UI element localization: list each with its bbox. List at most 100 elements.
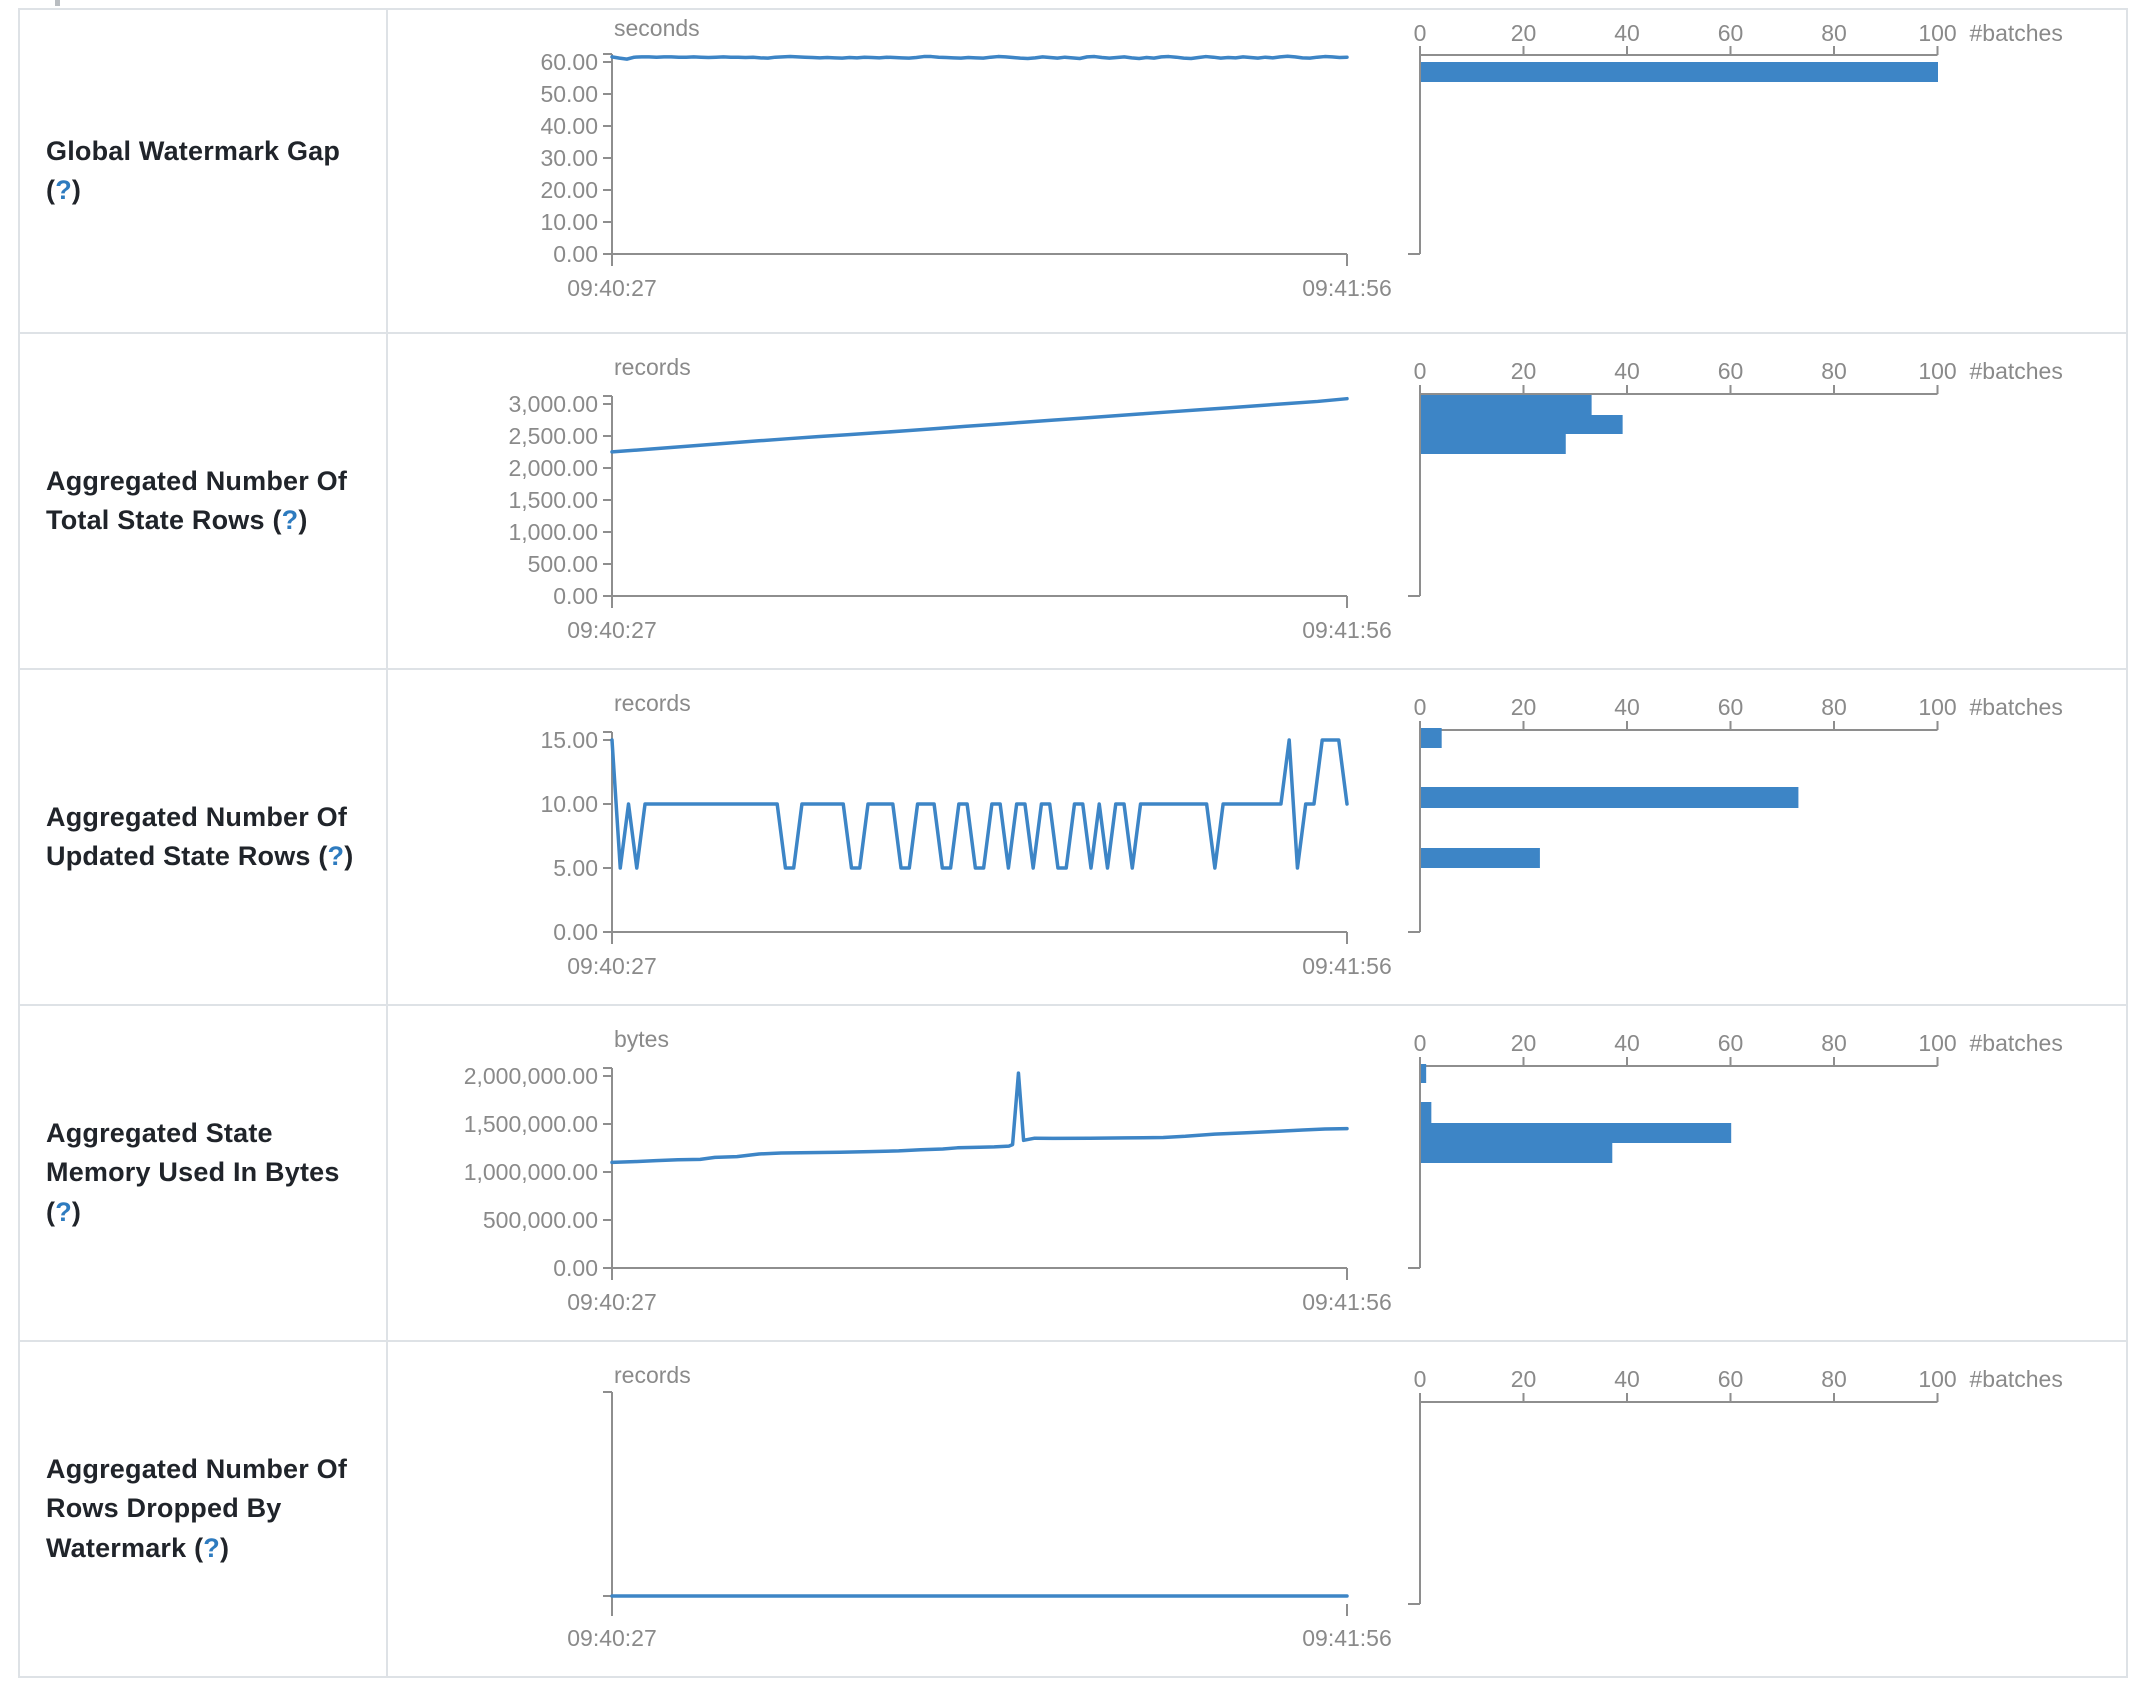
metric-label: Aggregated State Memory Used In Bytes (?… <box>46 1114 364 1231</box>
svg-text:80: 80 <box>1821 694 1847 720</box>
chart-cell: seconds 60.00 50.00 40.00 30.00 20.00 10.00 0.0… <box>388 10 2126 332</box>
svg-text:0: 0 <box>1414 694 1427 720</box>
histogram-bar <box>1421 415 1623 434</box>
svg-text:500,000.00: 500,000.00 <box>483 1207 598 1233</box>
svg-text:80: 80 <box>1821 1366 1847 1392</box>
svg-text:80: 80 <box>1821 20 1847 46</box>
svg-text:#batches: #batches <box>1970 20 2063 46</box>
svg-text:09:40:27: 09:40:27 <box>567 617 657 643</box>
svg-text:50.00: 50.00 <box>540 81 598 107</box>
svg-text:09:41:56: 09:41:56 <box>1302 953 1392 979</box>
svg-text:30.00: 30.00 <box>540 145 598 171</box>
help-parens: (?) <box>46 175 82 205</box>
svg-text:60: 60 <box>1718 20 1744 46</box>
svg-text:100: 100 <box>1918 1030 1956 1056</box>
svg-text:40: 40 <box>1614 358 1640 384</box>
help-link[interactable]: ? <box>327 841 345 871</box>
svg-text:2,000.00: 2,000.00 <box>508 455 598 481</box>
timeline-series-line <box>610 738 1349 870</box>
svg-text:15.00: 15.00 <box>540 727 598 753</box>
svg-text:bytes: bytes <box>614 1026 669 1052</box>
svg-text:100: 100 <box>1918 20 1956 46</box>
help-parens: (?) <box>194 1532 230 1563</box>
help-link[interactable]: ? <box>281 505 299 535</box>
timeline-chart: bytes 2,000,000.00 1,500,000.00 1,000,000.0… <box>464 1026 1392 1315</box>
svg-text:0.00: 0.00 <box>553 583 598 609</box>
svg-text:records: records <box>614 1362 691 1388</box>
timeline-chart: records 15.00 10.00 5.00 0.00 09:40:27 09:41:5… <box>540 690 1391 979</box>
svg-text:100: 100 <box>1918 694 1956 720</box>
histogram-bar <box>1421 1064 1427 1083</box>
svg-text:records: records <box>614 690 691 716</box>
metric-label: Aggregated Number Of Rows Dropped By Wat… <box>46 1450 364 1567</box>
svg-text:0: 0 <box>1414 20 1427 46</box>
svg-text:0.00: 0.00 <box>553 919 598 945</box>
metric-charts-4: records 09:40:27 09:41:56 0 20 40 60 80 100 #batc… <box>567 1362 2063 1651</box>
svg-text:5.00: 5.00 <box>553 855 598 881</box>
histogram-bar <box>1421 1102 1432 1123</box>
svg-text:0.00: 0.00 <box>553 1255 598 1281</box>
metric-label: Aggregated Number Of Updated State Rows … <box>46 798 364 876</box>
svg-text:80: 80 <box>1821 358 1847 384</box>
histogram-bar <box>1421 62 1938 82</box>
svg-text:09:41:56: 09:41:56 <box>1302 617 1392 643</box>
svg-text:2,000,000.00: 2,000,000.00 <box>464 1063 598 1089</box>
svg-text:60: 60 <box>1718 1366 1744 1392</box>
svg-text:40: 40 <box>1614 20 1640 46</box>
svg-text:0: 0 <box>1414 1030 1427 1056</box>
metric-charts-3: bytes 2,000,000.00 1,500,000.00 1,000,000.0… <box>464 1026 2063 1315</box>
svg-text:#batches: #batches <box>1970 358 2063 384</box>
svg-text:0: 0 <box>1414 358 1427 384</box>
svg-text:60: 60 <box>1718 358 1744 384</box>
timeline-series-line <box>610 54 1349 61</box>
svg-text:09:40:27: 09:40:27 <box>567 1289 657 1315</box>
svg-text:#batches: #batches <box>1970 694 2063 720</box>
svg-text:09:40:27: 09:40:27 <box>567 275 657 301</box>
svg-text:10.00: 10.00 <box>540 209 598 235</box>
table-row: Aggregated Number Of Updated State Rows … <box>20 668 2126 1004</box>
table-row: Aggregated Number Of Rows Dropped By Wat… <box>20 1340 2126 1676</box>
metric-label-cell: Aggregated Number Of Rows Dropped By Wat… <box>20 1342 388 1676</box>
svg-text:60: 60 <box>1718 694 1744 720</box>
histogram-bar <box>1421 395 1592 415</box>
svg-text:records: records <box>614 354 691 380</box>
svg-text:80: 80 <box>1821 1030 1847 1056</box>
svg-text:09:40:27: 09:40:27 <box>567 953 657 979</box>
chart-cell: bytes 2,000,000.00 1,500,000.00 1,000,000.0… <box>388 1006 2126 1340</box>
metric-label-cell: Global Watermark Gap (?) <box>20 10 388 332</box>
timeline-chart: records 3,000.00 2,500.00 2,000.00 1,500.00 1… <box>508 354 1391 643</box>
svg-text:1,500,000.00: 1,500,000.00 <box>464 1111 598 1137</box>
svg-text:seconds: seconds <box>614 15 700 41</box>
svg-text:09:41:56: 09:41:56 <box>1302 1289 1392 1315</box>
timeline-series-line <box>610 396 1349 454</box>
svg-text:09:41:56: 09:41:56 <box>1302 1625 1392 1651</box>
svg-text:60.00: 60.00 <box>540 49 598 75</box>
svg-text:#batches: #batches <box>1970 1366 2063 1392</box>
table-row: Aggregated State Memory Used In Bytes (?… <box>20 1004 2126 1340</box>
table-row: Aggregated Number Of Total State Rows (?… <box>20 332 2126 668</box>
metric-title: Aggregated Number Of Rows Dropped By Wat… <box>46 1454 348 1563</box>
svg-text:0: 0 <box>1414 1366 1427 1392</box>
metric-label-cell: Aggregated State Memory Used In Bytes (?… <box>20 1006 388 1340</box>
histogram-bar <box>1421 787 1799 808</box>
svg-text:40.00: 40.00 <box>540 113 598 139</box>
svg-text:10.00: 10.00 <box>540 791 598 817</box>
svg-text:3,000.00: 3,000.00 <box>508 391 598 417</box>
svg-text:20: 20 <box>1511 694 1537 720</box>
chart-cell: records 3,000.00 2,500.00 2,000.00 1,500.00 1… <box>388 334 2126 668</box>
help-link[interactable]: ? <box>55 1196 72 1227</box>
metric-title: Global Watermark Gap <box>46 135 341 166</box>
metric-charts-0: seconds 60.00 50.00 40.00 30.00 20.00 10.00 0.0… <box>540 15 2063 301</box>
metric-label-cell: Aggregated Number Of Total State Rows (?… <box>20 334 388 668</box>
histogram-bar <box>1421 1143 1613 1163</box>
svg-text:40: 40 <box>1614 1366 1640 1392</box>
metric-label-cell: Aggregated Number Of Updated State Rows … <box>20 670 388 1004</box>
metric-charts-2: records 15.00 10.00 5.00 0.00 09:40:27 09:41:5… <box>540 690 2063 979</box>
streaming-statistics-table: Global Watermark Gap (?) seconds 60.00 50.… <box>18 8 2128 1678</box>
metric-label: Global Watermark Gap (?) <box>46 132 364 210</box>
help-link[interactable]: ? <box>203 1532 220 1563</box>
svg-text:100: 100 <box>1918 1366 1956 1392</box>
svg-text:09:40:27: 09:40:27 <box>567 1625 657 1651</box>
help-link[interactable]: ? <box>55 175 72 205</box>
svg-text:20.00: 20.00 <box>540 177 598 203</box>
